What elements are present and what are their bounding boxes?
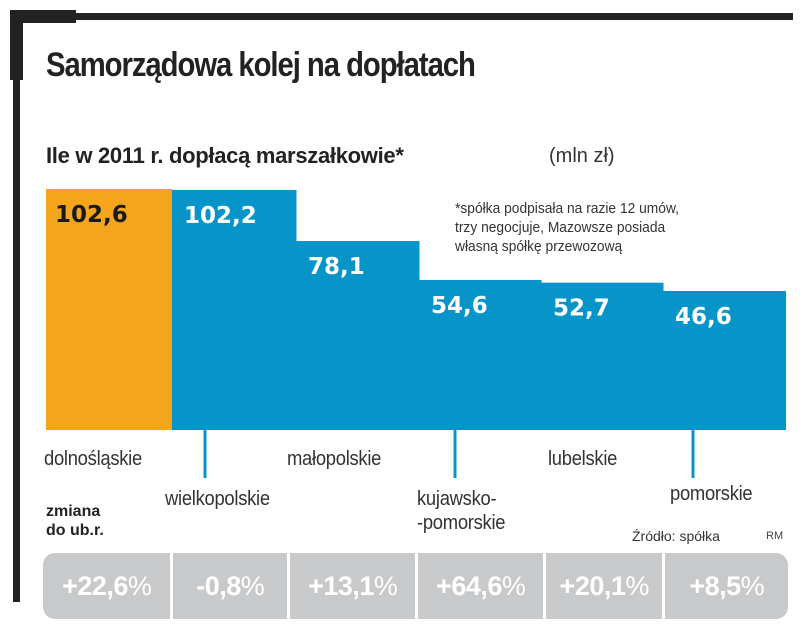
bar-dolnośląskie	[46, 189, 173, 430]
value-label: 102,2	[184, 203, 257, 229]
category-label-line: -pomorskie	[417, 512, 506, 534]
footnote-line: *spółka podpisała na razie 12 umów,	[455, 200, 680, 217]
value-label: 54,6	[431, 293, 488, 319]
category-label-line: dolnośląskie	[44, 448, 142, 470]
category-label: pomorskie	[670, 482, 753, 506]
frame-corner-top	[10, 10, 76, 23]
footnote: *spółka podpisała na razie 12 umów, trzy…	[455, 199, 679, 256]
bar-pomorskie	[663, 290, 786, 430]
category-label-line: pomorskie	[670, 483, 753, 505]
category-label: dolnośląskie	[44, 447, 142, 471]
change-cell: +22,6%	[43, 553, 171, 619]
bar-kujawsko-pomorskie	[419, 279, 542, 430]
category-label-line: kujawsko-	[417, 488, 497, 510]
change-cell: +20,1%	[545, 553, 663, 619]
change-value: +13,1	[308, 570, 374, 601]
percent-sign: %	[127, 570, 152, 601]
percent-sign: %	[501, 570, 526, 601]
unit-label: (mln zł)	[549, 145, 615, 167]
change-value: +20,1	[559, 570, 626, 601]
category-label-line: lubelskie	[548, 448, 618, 470]
value-label: 46,6	[675, 304, 732, 330]
bar-wielkopolskie	[172, 189, 297, 430]
percent-sign: %	[240, 570, 265, 601]
change-label-line: zmiana	[46, 503, 101, 520]
change-value: +64,6	[436, 570, 502, 601]
bar-lubelskie	[541, 282, 664, 430]
category-label-line: małopolskie	[287, 448, 382, 470]
bar-małopolskie	[296, 241, 420, 430]
chart-subtitle: Ile w 2011 r. dopłacą marszałkowie*	[46, 143, 404, 168]
category-label: wielkopolskie	[165, 487, 270, 511]
percent-sign: %	[373, 570, 398, 601]
change-value: +22,6	[62, 570, 128, 601]
category-label-line: wielkopolskie	[165, 488, 270, 510]
footnote-line: własną spółkę przewozową	[455, 238, 623, 255]
percent-sign: %	[625, 570, 649, 601]
category-label: kujawsko- -pomorskie	[417, 487, 506, 535]
change-value: +8,5	[689, 570, 741, 601]
value-label: 52,7	[553, 296, 610, 322]
change-value: -0,8	[196, 570, 241, 601]
change-row: +22,6% -0,8% +13,1% +64,6% +20,1% +8,5%	[43, 553, 788, 619]
category-label: lubelskie	[548, 447, 617, 471]
value-label: 78,1	[308, 254, 365, 280]
author-initials: RM	[766, 530, 784, 542]
source-note: Źródło: spółka	[632, 528, 720, 544]
change-cell: -0,8%	[173, 553, 287, 619]
chart-title: Samorządowa kolej na dopłatach	[46, 46, 476, 84]
frame-top-rule	[10, 13, 793, 20]
category-label: małopolskie	[287, 447, 381, 471]
change-cell: +64,6%	[418, 553, 543, 619]
value-label: 102,6	[55, 202, 128, 228]
change-cell: +13,1%	[290, 553, 416, 619]
footnote-line: trzy negocjuje, Mazowsze posiada	[455, 219, 666, 236]
percent-sign: %	[740, 570, 765, 601]
change-label: zmiana do ub.r.	[46, 502, 104, 540]
frame-left-rule	[13, 10, 20, 602]
change-cell: +8,5%	[665, 553, 788, 619]
change-label-line: do ub.r.	[46, 522, 104, 539]
